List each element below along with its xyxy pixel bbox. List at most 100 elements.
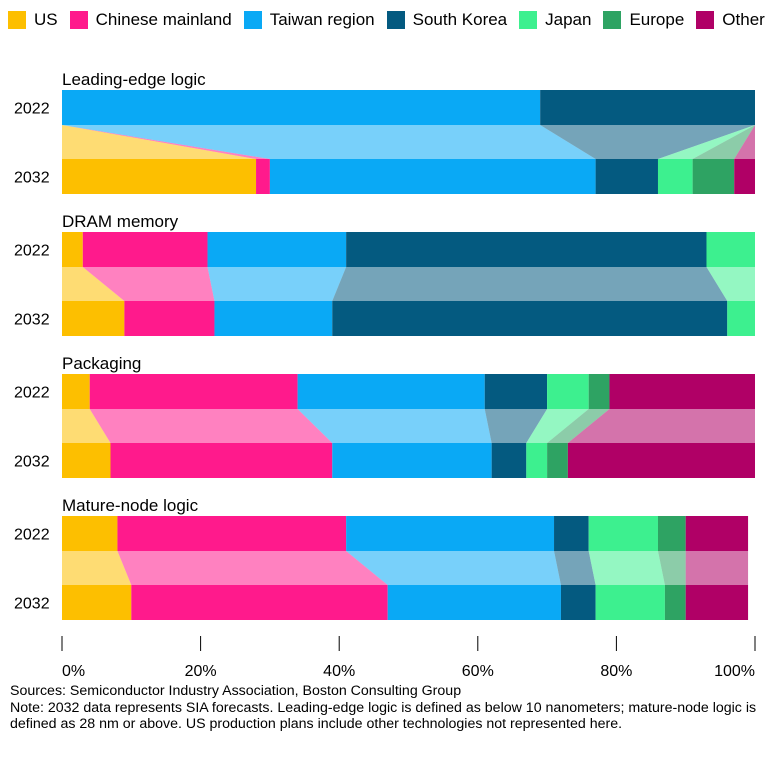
bar-segment-taiwan-region [346,516,555,551]
bar-segment-us [62,374,90,409]
row-label: 2032 [14,596,50,613]
row-label: 2032 [14,170,50,187]
bar-segment-europe [664,585,686,620]
bar-segment-chinese-mainland [117,516,347,551]
bar-segment-japan [547,374,589,409]
legend-label: Japan [545,10,592,29]
connector-band [692,125,755,159]
connector-band [207,267,347,301]
bar-segment-other [609,374,755,409]
bar-segment-europe [588,374,610,409]
bar-segment-taiwan-region [332,443,492,478]
panel-title: DRAM memory [62,212,179,231]
connector-band [540,125,755,159]
legend-swatch [8,11,26,29]
x-tick-label: 60% [462,663,494,680]
bar-segment-taiwan-region [387,585,561,620]
legend-item-japan: Japan [519,8,591,32]
connector-band [734,125,755,159]
connector-band [588,551,665,585]
legend-swatch [519,11,538,29]
legend-item-south-korea: South Korea [386,8,508,32]
connector-band [62,409,111,443]
sources-text: Sources: Semiconductor Industry Associat… [10,683,462,699]
connector-band [526,409,589,443]
panel-title: Leading-edge logic [62,70,206,89]
x-tick-label: 80% [600,663,632,680]
legend-swatch [69,11,88,29]
bar-segment-south-korea [346,232,707,267]
connector-band [657,551,686,585]
legend-item-europe: Europe [603,8,684,32]
connector-band [657,125,755,159]
legend-item-us: US [8,8,58,32]
legend-label: US [34,10,58,29]
connector-band [554,551,596,585]
connector-band [484,409,548,443]
bar-segment-other [685,516,749,551]
bar-segment-japan [727,301,755,336]
note-text: Note: 2032 data represents SIA forecasts… [10,699,757,733]
connector-band [706,267,755,301]
legend-swatch [386,11,405,29]
bar-segment-south-korea [332,301,728,336]
bar-segment-japan [526,443,548,478]
x-tick-label: 100% [714,663,755,680]
legend-item-other: Other [696,8,765,32]
bar-segment-south-korea [540,90,755,125]
bar-segment-us [62,159,257,194]
connector-band [62,125,596,159]
legend-item-taiwan-region: Taiwan region [243,8,375,32]
bar-segment-other [567,443,755,478]
connector-band [685,551,749,585]
legend-swatch [243,11,262,29]
bar-segment-south-korea [554,516,589,551]
bar-segment-japan [657,159,693,194]
row-label: 2022 [14,385,50,402]
legend-label: South Korea [412,10,508,29]
legend-swatch [603,11,622,29]
panel-title: Mature-node logic [62,496,199,515]
connector-band [62,267,125,301]
connector-band [332,267,728,301]
row-label: 2022 [14,101,50,118]
bar-segment-taiwan-region [207,232,347,267]
connector-band [547,409,610,443]
bar-segment-chinese-mainland [82,232,208,267]
connector-band [567,409,755,443]
stacked-bar-chart: Leading-edge logic 2022 2032 DRAM memory 202… [14,70,756,680]
x-tick-label: 40% [323,663,355,680]
row-label: 2032 [14,454,50,471]
legend-swatch [696,11,715,29]
row-label: 2022 [14,527,50,544]
bar-segment-chinese-mainland [131,585,388,620]
legend-label: Europe [629,10,685,29]
legend-label: Chinese mainland [95,10,232,29]
bar-segment-us [62,232,83,267]
bar-segment-south-korea [595,159,658,194]
bar-segment-taiwan-region [214,301,333,336]
bar-segment-chinese-mainland [89,374,298,409]
x-tick-label: 0% [62,663,85,680]
bar-segment-south-korea [484,374,548,409]
bar-segment-taiwan-region [269,159,596,194]
legend-label: Other [722,10,765,29]
bar-segment-other [685,585,749,620]
row-label: 2022 [14,243,50,260]
connector-band [297,409,492,443]
connector-band [117,551,388,585]
bar-segment-us [62,516,118,551]
legend-label: Taiwan region [269,10,375,29]
x-tick-label: 20% [185,663,217,680]
connector-band [89,409,333,443]
bar-segment-europe [657,516,686,551]
bar-segment-japan [706,232,755,267]
chart-footer: Sources: Semiconductor Industry Associat… [10,683,775,733]
bar-segment-us [62,585,132,620]
bar-segment-south-korea [560,585,596,620]
legend-item-chinese-mainland: Chinese mainland [69,8,232,32]
bar-segment-chinese-mainland [256,159,270,194]
bar-segment-us [62,301,125,336]
bar-segment-chinese-mainland [124,301,215,336]
bar-segment-other [734,159,755,194]
